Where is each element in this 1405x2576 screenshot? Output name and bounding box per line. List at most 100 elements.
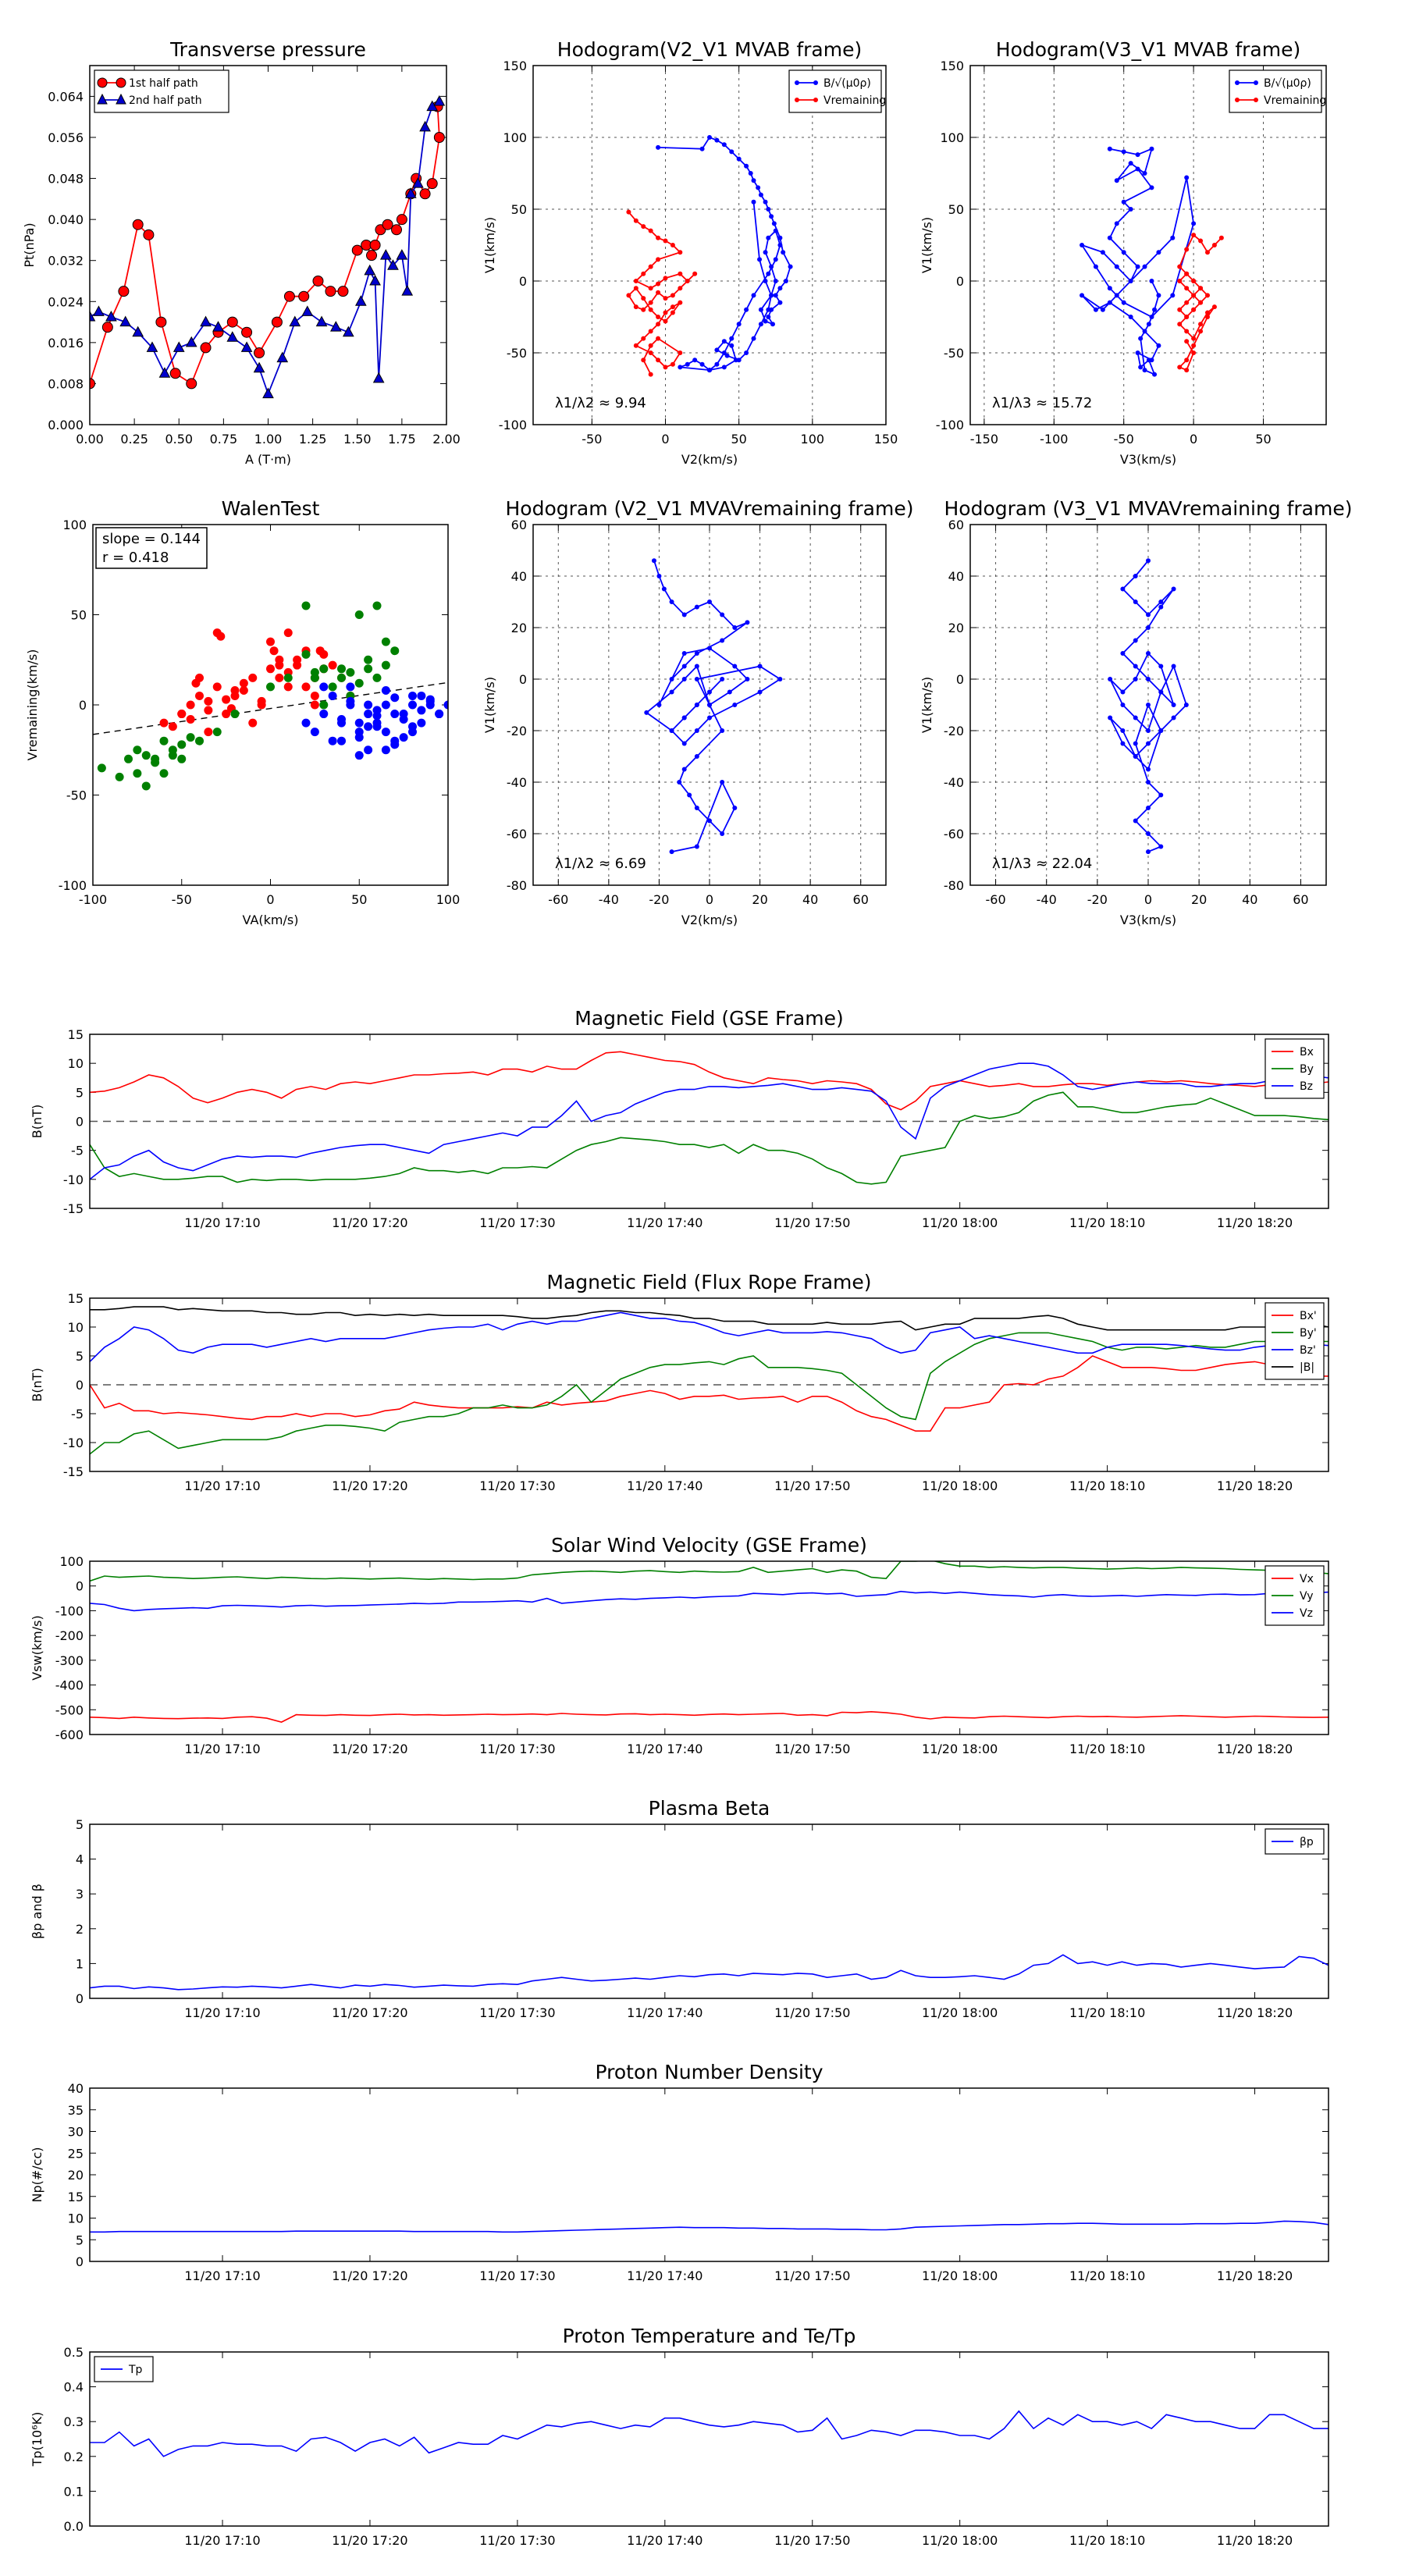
x-tick-label: 11/20 18:10 xyxy=(1069,2533,1145,2548)
y-axis-label: B(nT) xyxy=(30,1368,44,1401)
y-tick-label: 5 xyxy=(76,1817,84,1832)
x-tick-label: 11/20 18:00 xyxy=(922,1215,998,1230)
x-tick-label: 40 xyxy=(802,892,818,907)
eigen-ratio-label: λ1/λ2 ≈ 9.94 xyxy=(555,395,646,411)
data-point xyxy=(1107,146,1112,151)
x-tick-label: 11/20 18:20 xyxy=(1217,1478,1293,1493)
x-tick-label: 11/20 17:20 xyxy=(332,2533,407,2548)
data-point xyxy=(387,259,399,270)
data-point xyxy=(212,728,222,737)
x-tick-label: -100 xyxy=(1040,432,1068,447)
y-tick-label: 0 xyxy=(79,698,87,713)
data-point xyxy=(337,673,346,682)
data-point xyxy=(1158,689,1164,695)
data-point xyxy=(329,321,342,332)
data-point xyxy=(744,163,749,169)
x-tick-label: 11/20 17:10 xyxy=(184,2533,260,2548)
y-tick-label: 5 xyxy=(76,2233,84,2247)
x-tick-label: -20 xyxy=(1087,892,1108,907)
data-point xyxy=(766,315,771,319)
data-point xyxy=(1080,293,1085,298)
y-tick-label: 60 xyxy=(511,518,527,532)
data-point xyxy=(720,780,725,785)
plot-frame xyxy=(89,2351,1329,2527)
data-point xyxy=(283,290,295,302)
data-point xyxy=(783,279,788,283)
data-point xyxy=(204,728,213,737)
y-tick-label: -15 xyxy=(63,1201,84,1216)
data-point xyxy=(276,351,289,363)
data-point xyxy=(729,336,735,341)
data-point xyxy=(319,682,329,692)
data-point xyxy=(1146,677,1151,681)
data-point xyxy=(253,361,265,373)
x-tick-label: 11/20 17:30 xyxy=(479,1742,555,1756)
data-point xyxy=(115,772,124,781)
legend-marker xyxy=(97,93,108,105)
x-tick-label: 11/20 17:30 xyxy=(479,2533,555,2548)
data-point xyxy=(685,279,690,283)
legend-label: Vremaining xyxy=(823,94,886,107)
y-tick-label: 40 xyxy=(511,569,527,584)
data-point xyxy=(399,714,408,724)
y-tick-label: 0.0 xyxy=(64,2519,84,2534)
data-point xyxy=(1184,175,1190,180)
data-point xyxy=(721,339,727,344)
y-tick-label: 15 xyxy=(68,2190,84,2204)
data-point xyxy=(678,300,683,305)
plot-area xyxy=(626,135,793,377)
legend-marker xyxy=(813,80,818,85)
x-tick-label: 100 xyxy=(801,432,825,447)
plot-frame xyxy=(532,65,887,425)
data-point xyxy=(771,221,777,226)
data-point xyxy=(1158,604,1164,610)
data-point xyxy=(1149,279,1154,283)
y-tick-label: -100 xyxy=(59,878,87,893)
x-tick-label: -50 xyxy=(172,892,192,907)
data-point xyxy=(381,745,390,755)
data-point xyxy=(1205,293,1210,298)
data-point xyxy=(648,300,653,305)
y-axis-label: B(nT) xyxy=(30,1105,44,1138)
data-point xyxy=(1133,574,1138,578)
data-point xyxy=(301,718,311,728)
y-tick-label: -100 xyxy=(936,418,964,432)
y-tick-label: 0.1 xyxy=(64,2484,84,2499)
y-tick-label: 100 xyxy=(503,130,527,145)
x-tick-label: -20 xyxy=(649,892,669,907)
data-point xyxy=(724,353,730,358)
legend-label: By' xyxy=(1300,1327,1317,1340)
data-point xyxy=(143,229,155,240)
data-point xyxy=(769,264,774,269)
data-point xyxy=(732,703,738,707)
data-point xyxy=(1121,300,1126,305)
plot-area xyxy=(90,1306,1329,1455)
y-tick-label: 0 xyxy=(76,1991,84,2006)
data-point xyxy=(226,331,239,342)
chart-beta: Plasma Beta 0 1 2 3 4 5 11/20 17:10 11/20 17:20 1… xyxy=(30,1797,1329,2020)
data-point xyxy=(669,728,674,733)
data-point xyxy=(200,342,212,354)
chart-title: Solar Wind Velocity (GSE Frame) xyxy=(551,1534,867,1557)
data-point xyxy=(1191,293,1197,298)
data-point xyxy=(677,780,682,785)
data-point xyxy=(1156,343,1161,348)
data-point xyxy=(1158,728,1164,733)
data-point xyxy=(248,673,258,682)
data-point xyxy=(1146,728,1151,733)
data-point xyxy=(185,336,197,347)
data-point xyxy=(694,664,699,669)
data-point xyxy=(1120,651,1126,656)
data-point xyxy=(354,751,364,760)
data-point xyxy=(319,664,329,674)
data-point xyxy=(158,367,171,378)
data-point xyxy=(1093,307,1098,312)
x-tick-label: 11/20 17:30 xyxy=(479,1215,555,1230)
chart-title: Magnetic Field (GSE Frame) xyxy=(574,1007,843,1030)
data-point xyxy=(648,307,653,312)
data-point xyxy=(141,781,151,791)
data-point xyxy=(1218,235,1224,240)
series-line xyxy=(90,1062,1329,1180)
data-point xyxy=(417,706,426,715)
legend-marker xyxy=(813,98,818,102)
